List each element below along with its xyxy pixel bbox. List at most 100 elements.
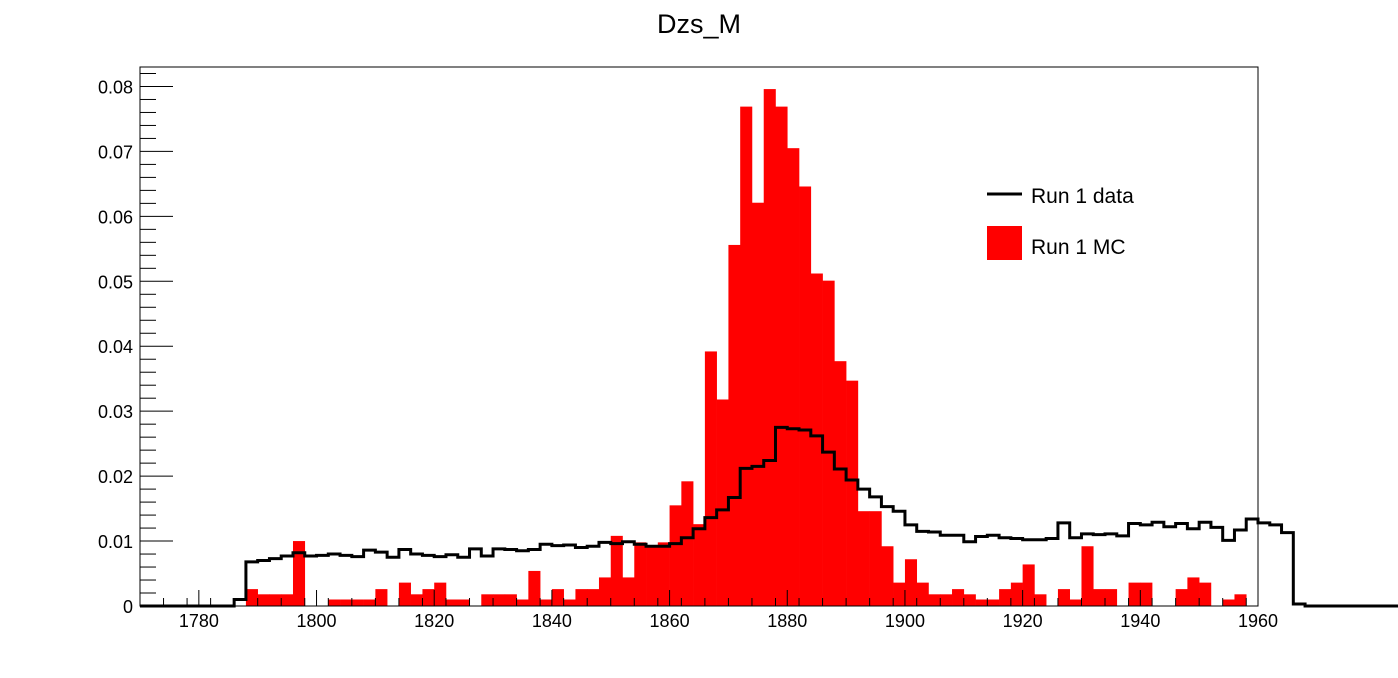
x-tick-label: 1880 [767, 611, 807, 631]
mc-bar [457, 599, 470, 606]
y-tick-label: 0.07 [98, 142, 133, 162]
mc-bar [669, 505, 682, 606]
mc-bars-group [245, 89, 1247, 607]
mc-bar [351, 599, 364, 606]
mc-bar [504, 594, 517, 606]
chart-title: Dzs_M [657, 9, 741, 39]
mc-bar [269, 594, 282, 606]
x-tick-label: 1960 [1238, 611, 1278, 631]
mc-bar [1081, 546, 1094, 606]
mc-bar [657, 542, 670, 606]
mc-bar [646, 546, 659, 606]
mc-bar [881, 546, 894, 606]
mc-bar [328, 599, 341, 606]
mc-bar [587, 589, 600, 606]
mc-bar [1022, 564, 1035, 606]
mc-bar [1057, 589, 1071, 606]
x-tick-label: 1860 [650, 611, 690, 631]
legend-mc-swatch [987, 226, 1022, 260]
mc-bar [975, 599, 988, 606]
mc-bar [363, 599, 376, 606]
mc-bar [928, 594, 941, 606]
mc-bar [245, 589, 258, 606]
mc-bar [540, 599, 553, 606]
mc-bar [516, 599, 529, 606]
mc-bar [822, 280, 835, 606]
mc-bar [1010, 582, 1023, 606]
mc-bar [634, 542, 647, 606]
y-tick-label: 0.08 [98, 77, 133, 97]
mc-bar [281, 594, 294, 606]
y-tick-label: 0.05 [98, 272, 133, 292]
mc-bar [1199, 582, 1212, 606]
mc-bar [622, 577, 635, 606]
data-step-group [140, 425, 1398, 608]
y-tick-label: 0.04 [98, 337, 133, 357]
mc-bar [751, 202, 765, 606]
mc-bar [398, 582, 411, 606]
mc-bar [434, 582, 447, 606]
mc-bar [693, 524, 706, 606]
mc-bar [1034, 594, 1047, 606]
x-tick-label: 1800 [297, 611, 337, 631]
x-tick-label: 1940 [1120, 611, 1160, 631]
mc-bar [952, 589, 965, 606]
y-tick-label: 0.02 [98, 467, 133, 487]
mc-bar [481, 594, 494, 606]
x-tick-label: 1840 [532, 611, 572, 631]
mc-bar [857, 511, 870, 606]
data-step-line [140, 425, 1398, 608]
x-tick-label: 1820 [414, 611, 454, 631]
mc-bar [1069, 599, 1082, 606]
mc-bar [1234, 594, 1247, 606]
mc-bar [834, 361, 847, 606]
mc-bar [340, 599, 353, 606]
legend: Run 1 data Run 1 MC [987, 185, 1134, 260]
y-tick-label: 0.01 [98, 532, 133, 552]
x-tick-label: 1780 [179, 611, 219, 631]
legend-mc-label: Run 1 MC [1031, 236, 1126, 259]
mc-bar [1175, 589, 1188, 606]
mc-bar [716, 399, 729, 606]
mc-bar [563, 599, 576, 606]
mc-bar [292, 541, 306, 606]
mc-bar [1222, 599, 1235, 606]
mc-bar [704, 351, 717, 606]
x-tick-label: 1900 [885, 611, 925, 631]
mc-bar [410, 594, 423, 606]
mc-bar [1187, 577, 1200, 606]
mc-bar [375, 589, 388, 606]
mc-bar [445, 599, 459, 606]
mc-bar [422, 589, 435, 606]
mc-bar [1105, 589, 1118, 606]
mc-bar [893, 582, 906, 606]
mc-bar [610, 535, 623, 606]
mc-bar [528, 570, 541, 606]
mc-bar [963, 594, 976, 606]
mc-bar [728, 244, 741, 606]
mc-bar [681, 481, 694, 606]
mc-bar [763, 89, 776, 606]
mc-bar [493, 594, 506, 606]
mc-bar [999, 589, 1012, 606]
mc-bar [904, 559, 918, 606]
mc-bar [987, 599, 1000, 606]
mc-bar [869, 511, 882, 606]
mc-bar [598, 577, 612, 606]
mc-bar [775, 106, 788, 606]
mc-bar [551, 589, 564, 606]
mc-bar [940, 594, 953, 606]
axes-group: 1780 1800 1820 1840 1860 1880 1900 1920 1940 1960… [98, 67, 1278, 631]
y-tick-label: 0.06 [98, 207, 133, 227]
mc-bar [787, 148, 800, 607]
mc-bar [1093, 589, 1106, 606]
mc-bar [1128, 582, 1141, 606]
mc-bar [846, 380, 859, 606]
mc-bar [810, 273, 823, 606]
mc-bar [1140, 582, 1153, 606]
legend-data-label: Run 1 data [1031, 185, 1134, 208]
mc-bar [257, 594, 270, 606]
mc-bar [575, 589, 588, 606]
